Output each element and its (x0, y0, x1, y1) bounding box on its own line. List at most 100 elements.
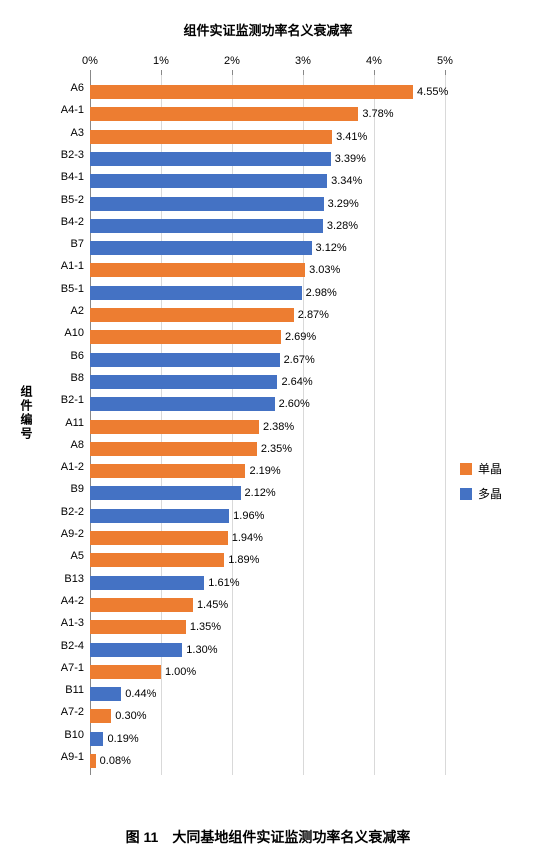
x-tick-label: 2% (224, 55, 240, 67)
bar-category-label: B2-2 (61, 506, 84, 518)
bar-category-label: A5 (71, 550, 84, 562)
bar-category-label: B7 (71, 238, 84, 250)
bar-category-label: B9 (71, 483, 84, 495)
bar (90, 397, 275, 411)
x-tick-label: 0% (82, 55, 98, 67)
bar-category-label: A6 (71, 82, 84, 94)
bar-row: 0.44% (90, 683, 156, 705)
bar-value-label: 2.64% (281, 376, 312, 388)
bar (90, 553, 224, 567)
bar-row: 2.64% (90, 371, 313, 393)
bar-row: 1.00% (90, 661, 196, 683)
bar (90, 286, 302, 300)
bar-category-label: A11 (65, 417, 84, 429)
bar-value-label: 2.38% (263, 421, 294, 433)
bar-category-label: B8 (71, 372, 84, 384)
bar-category-label: A4-2 (61, 595, 84, 607)
bar (90, 464, 245, 478)
bar (90, 375, 277, 389)
bar-value-label: 3.78% (362, 108, 393, 120)
bar-category-label: B2-4 (61, 640, 84, 652)
bar-value-label: 3.39% (335, 153, 366, 165)
gridline (445, 75, 446, 775)
bar-value-label: 2.12% (245, 487, 276, 499)
bar-category-label: A4-1 (61, 104, 84, 116)
bar-category-label: A7-2 (61, 706, 84, 718)
bar-row: 1.45% (90, 594, 228, 616)
legend-label: 多晶 (478, 485, 502, 502)
bar (90, 709, 111, 723)
bar-row: 3.03% (90, 259, 340, 281)
legend: 单晶多晶 (460, 460, 502, 510)
bar-value-label: 1.00% (165, 666, 196, 678)
bar-row: 0.19% (90, 728, 139, 750)
bar-category-label: A3 (71, 127, 84, 139)
x-tick-label: 3% (295, 55, 311, 67)
bar-row: 4.55% (90, 81, 448, 103)
bar-value-label: 2.67% (284, 354, 315, 366)
bar (90, 197, 324, 211)
legend-swatch (460, 488, 472, 500)
x-tick-label: 1% (153, 55, 169, 67)
bar (90, 263, 305, 277)
bar-value-label: 3.41% (336, 131, 367, 143)
bar-value-label: 0.19% (107, 733, 138, 745)
bar-row: 2.67% (90, 349, 315, 371)
figure-caption: 图 11 大同基地组件实证监测功率名义衰减率 (0, 827, 536, 847)
bar-category-label: A9-2 (61, 528, 84, 540)
bar (90, 643, 182, 657)
bar-row: 3.39% (90, 148, 366, 170)
bar (90, 598, 193, 612)
bar (90, 665, 161, 679)
bar-category-label: A7-1 (61, 662, 84, 674)
bar-row: 1.61% (90, 572, 240, 594)
bar-value-label: 3.03% (309, 264, 340, 276)
bar-row: 1.89% (90, 549, 259, 571)
bar-row: 3.34% (90, 170, 362, 192)
bar-category-label: B6 (71, 350, 84, 362)
bar-category-label: B11 (65, 684, 84, 696)
bar (90, 241, 312, 255)
bar-value-label: 0.08% (100, 755, 131, 767)
bar-category-label: B10 (64, 729, 84, 741)
bar-value-label: 3.34% (331, 175, 362, 187)
chart-title: 组件实证监测功率名义衰减率 (0, 0, 536, 39)
bar-category-label: B4-2 (61, 216, 84, 228)
bar (90, 107, 358, 121)
bar-category-label: A10 (64, 327, 84, 339)
bar-category-label: B13 (64, 573, 84, 585)
bar (90, 219, 323, 233)
bar-category-label: B5-2 (61, 194, 84, 206)
bar-value-label: 4.55% (417, 86, 448, 98)
bar-value-label: 2.60% (279, 398, 310, 410)
bar-category-label: B4-1 (61, 171, 84, 183)
bar-value-label: 0.30% (115, 710, 146, 722)
bar-category-label: A1-1 (61, 260, 84, 272)
bar (90, 130, 332, 144)
bar (90, 486, 241, 500)
bar (90, 531, 228, 545)
bar-row: 1.96% (90, 505, 264, 527)
bar-row: 2.19% (90, 460, 281, 482)
gridline (374, 75, 375, 775)
bar-row: 2.98% (90, 282, 337, 304)
bar-category-label: A9-1 (61, 751, 84, 763)
bar-category-label: B5-1 (61, 283, 84, 295)
bar (90, 85, 413, 99)
bar-value-label: 0.44% (125, 688, 156, 700)
bar-value-label: 1.96% (233, 510, 264, 522)
bar-row: 3.28% (90, 215, 358, 237)
plot-area: 4.55% 3.78% 3.41% 3.39% 3.34% 3.29% 3.28%3.12%… (90, 75, 445, 775)
bar-value-label: 3.29% (328, 198, 359, 210)
bar-row: 3.29% (90, 193, 359, 215)
bar-value-label: 2.69% (285, 331, 316, 343)
bar-row: 2.87% (90, 304, 329, 326)
bar-row: 3.12% (90, 237, 347, 259)
bar (90, 754, 96, 768)
bar-row: 2.12% (90, 482, 276, 504)
bar-row: 1.30% (90, 639, 218, 661)
legend-label: 单晶 (478, 460, 502, 477)
bar-category-label: A2 (71, 305, 84, 317)
bar-value-label: 1.45% (197, 599, 228, 611)
legend-item: 多晶 (460, 485, 502, 502)
